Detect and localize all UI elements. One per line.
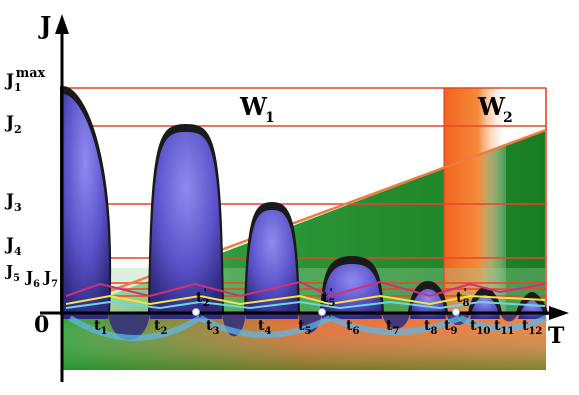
lower-arc-4 [458,315,548,331]
marker-dot-2 [192,308,200,316]
time-mark-3: t3 [206,318,219,337]
ripple-cyan [65,300,546,310]
w1-sub: 1 [265,110,275,126]
region-w1-label: W 1 [239,92,275,126]
dip-fill-6 [500,313,518,322]
level-label-4: J4 [4,235,22,258]
level-label-2: J2 [4,113,22,136]
dip-fill-4 [382,313,410,329]
time-mark-7: t7 [386,318,399,337]
dip-fill-1 [108,313,150,340]
time-mark-8: t8 [424,318,437,337]
level-label-7: J7 [42,268,58,290]
time-mark-12: t12 [522,318,542,337]
upper-mark-8: t8' [456,286,469,309]
time-mark-1: t1 [94,318,107,337]
origin-label: 0 [34,312,49,338]
x-axis-label: T [548,323,565,349]
marker-dot-8 [452,308,460,316]
time-mark-4: t4 [258,318,271,337]
lower-arc-1 [68,315,202,341]
ripple-magenta [65,280,546,298]
lower-arcs [68,315,548,341]
marker-dots [192,308,460,316]
axes [40,14,569,382]
marker-dot-5 [318,308,326,316]
time-mark-2: t2 [154,318,167,337]
time-mark-10: t10 [470,318,490,337]
lower-arc-2 [198,315,332,338]
y-axis-arrow [55,14,69,34]
time-mark-9: t9 [444,318,457,337]
time-mark-5: t5 [298,318,311,337]
w2-text: W [477,92,506,121]
lower-arc-3 [328,315,462,335]
ripple-yellow [65,294,546,306]
level-label-5: J5 [4,262,20,284]
upper-mark-5: t5' [322,286,335,309]
level-label-1: J1max [4,66,45,94]
lobe-2 [150,132,222,319]
upper-mark-2: t2' [196,286,209,309]
time-mark-11: t11 [494,318,514,337]
level-label-6: J6 [24,268,40,290]
time-mark-6: t6 [346,318,359,337]
lobe-1 [62,93,110,319]
y-axis-label: J [38,11,51,40]
w1-text: W [239,92,268,121]
ripple-lines [65,280,546,310]
w2-sub: 2 [503,110,513,126]
x-axis-arrow [549,306,569,320]
level-label-3: J3 [4,191,22,214]
labels: J T 0 W 1 W 2 J1max J2 J3 J4 J5 J6 J7 t1 t2 t3 t4 t… [4,11,565,349]
region-w2-label: W 2 [477,92,513,126]
